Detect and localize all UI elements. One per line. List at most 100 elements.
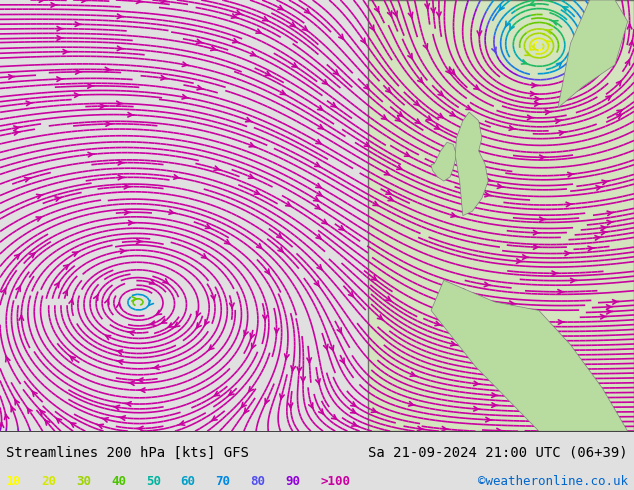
FancyArrowPatch shape — [139, 388, 145, 392]
FancyArrowPatch shape — [210, 46, 217, 50]
FancyArrowPatch shape — [57, 36, 63, 40]
FancyArrowPatch shape — [377, 315, 382, 319]
FancyArrowPatch shape — [211, 295, 216, 300]
Text: 80: 80 — [250, 475, 266, 489]
FancyArrowPatch shape — [149, 321, 155, 325]
FancyArrowPatch shape — [438, 114, 443, 118]
FancyArrowPatch shape — [628, 24, 632, 29]
FancyArrowPatch shape — [612, 300, 619, 304]
FancyArrowPatch shape — [14, 131, 20, 135]
Text: Sa 21-09-2024 21:00 UTC (06+39): Sa 21-09-2024 21:00 UTC (06+39) — [368, 446, 628, 460]
FancyArrowPatch shape — [606, 429, 612, 433]
FancyArrowPatch shape — [285, 354, 289, 359]
FancyArrowPatch shape — [254, 190, 259, 194]
FancyArrowPatch shape — [169, 323, 174, 327]
FancyArrowPatch shape — [25, 177, 31, 182]
FancyArrowPatch shape — [197, 86, 204, 90]
FancyArrowPatch shape — [128, 113, 134, 117]
FancyArrowPatch shape — [124, 210, 131, 215]
FancyArrowPatch shape — [128, 381, 134, 385]
Text: 70: 70 — [216, 475, 231, 489]
Polygon shape — [558, 0, 628, 108]
FancyArrowPatch shape — [601, 230, 607, 235]
FancyArrowPatch shape — [408, 12, 413, 18]
FancyArrowPatch shape — [497, 184, 503, 188]
FancyArrowPatch shape — [546, 41, 551, 45]
FancyArrowPatch shape — [87, 84, 94, 88]
FancyArrowPatch shape — [163, 279, 168, 284]
FancyArrowPatch shape — [265, 269, 269, 274]
FancyArrowPatch shape — [63, 49, 69, 54]
FancyArrowPatch shape — [319, 409, 323, 414]
FancyArrowPatch shape — [113, 405, 120, 410]
FancyArrowPatch shape — [462, 289, 469, 293]
FancyArrowPatch shape — [15, 399, 19, 405]
FancyArrowPatch shape — [451, 342, 457, 346]
FancyArrowPatch shape — [96, 424, 103, 428]
FancyArrowPatch shape — [486, 353, 492, 357]
FancyArrowPatch shape — [124, 185, 131, 189]
FancyArrowPatch shape — [137, 426, 143, 431]
Polygon shape — [431, 280, 628, 431]
FancyArrowPatch shape — [178, 421, 184, 425]
FancyArrowPatch shape — [288, 403, 293, 408]
FancyArrowPatch shape — [132, 296, 137, 301]
FancyArrowPatch shape — [70, 356, 75, 361]
FancyArrowPatch shape — [162, 319, 167, 323]
FancyArrowPatch shape — [545, 29, 552, 34]
FancyArrowPatch shape — [547, 329, 552, 333]
FancyArrowPatch shape — [14, 126, 20, 130]
FancyArrowPatch shape — [492, 403, 498, 407]
FancyArrowPatch shape — [174, 175, 180, 179]
FancyArrowPatch shape — [120, 249, 127, 253]
FancyArrowPatch shape — [595, 236, 601, 240]
FancyArrowPatch shape — [484, 282, 491, 287]
FancyArrowPatch shape — [231, 14, 238, 18]
FancyArrowPatch shape — [252, 343, 256, 348]
FancyArrowPatch shape — [36, 217, 41, 221]
FancyArrowPatch shape — [365, 142, 370, 147]
FancyArrowPatch shape — [0, 422, 4, 427]
FancyArrowPatch shape — [136, 239, 143, 244]
FancyArrowPatch shape — [244, 408, 249, 413]
FancyArrowPatch shape — [94, 295, 98, 300]
FancyArrowPatch shape — [438, 91, 443, 96]
FancyArrowPatch shape — [386, 88, 391, 93]
FancyArrowPatch shape — [427, 116, 432, 121]
FancyArrowPatch shape — [364, 84, 369, 89]
FancyArrowPatch shape — [197, 39, 203, 44]
FancyArrowPatch shape — [330, 345, 333, 351]
FancyArrowPatch shape — [361, 38, 365, 43]
FancyArrowPatch shape — [408, 402, 415, 406]
FancyArrowPatch shape — [533, 230, 540, 235]
FancyArrowPatch shape — [528, 1, 535, 6]
FancyArrowPatch shape — [249, 387, 254, 392]
FancyArrowPatch shape — [57, 26, 63, 31]
FancyArrowPatch shape — [387, 11, 392, 16]
FancyArrowPatch shape — [72, 252, 77, 256]
FancyArrowPatch shape — [314, 281, 319, 286]
FancyArrowPatch shape — [1, 289, 6, 294]
FancyArrowPatch shape — [435, 321, 441, 326]
FancyArrowPatch shape — [540, 429, 545, 433]
FancyArrowPatch shape — [485, 193, 491, 197]
FancyArrowPatch shape — [398, 112, 403, 117]
FancyArrowPatch shape — [340, 358, 344, 364]
FancyArrowPatch shape — [339, 226, 344, 230]
FancyArrowPatch shape — [607, 211, 614, 216]
FancyArrowPatch shape — [4, 414, 9, 419]
FancyArrowPatch shape — [384, 171, 389, 175]
FancyArrowPatch shape — [101, 418, 108, 422]
FancyArrowPatch shape — [351, 409, 356, 413]
FancyArrowPatch shape — [602, 180, 609, 185]
FancyArrowPatch shape — [530, 46, 536, 50]
FancyArrowPatch shape — [256, 29, 261, 33]
FancyArrowPatch shape — [301, 377, 306, 382]
FancyArrowPatch shape — [333, 70, 339, 75]
FancyArrowPatch shape — [557, 62, 562, 67]
Text: 20: 20 — [41, 475, 56, 489]
FancyArrowPatch shape — [182, 95, 188, 99]
FancyArrowPatch shape — [496, 428, 503, 433]
FancyArrowPatch shape — [278, 5, 283, 10]
FancyArrowPatch shape — [119, 416, 126, 420]
